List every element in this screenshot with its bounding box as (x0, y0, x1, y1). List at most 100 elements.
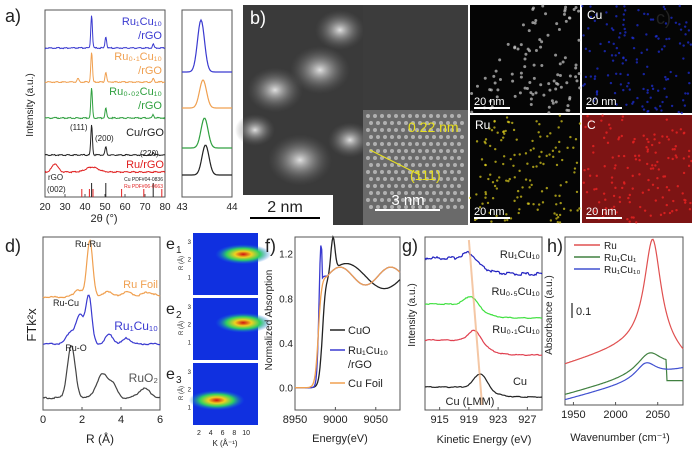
exafs-annotation: Ru-Ru (75, 239, 101, 249)
eds-signal (505, 213, 508, 216)
lattice-dot (408, 142, 412, 146)
eds-carbon-signal (582, 115, 692, 223)
panel-label-subscript: 2 (176, 310, 182, 321)
eds-signal (552, 79, 556, 83)
eds-signal (622, 88, 625, 92)
lattice-dot (394, 184, 398, 188)
eds-signal (593, 19, 597, 23)
eds-signal (523, 86, 527, 90)
eds-signal (632, 46, 636, 50)
eds-signal (540, 150, 543, 154)
eds-signal (595, 93, 599, 96)
eds-signal (513, 153, 516, 157)
lattice-dot (369, 205, 373, 209)
lattice-dot (387, 142, 391, 146)
eds-signal (662, 5, 666, 9)
eds-signal (575, 79, 579, 83)
eds-signal (551, 101, 555, 105)
xrd-x-tick-label: 80 (159, 202, 171, 213)
eds-signal (502, 155, 506, 158)
eds-signal (642, 108, 646, 111)
exafs-annotation: Ru-Cu (53, 298, 79, 308)
eds-signal (665, 95, 668, 99)
eds-signal (488, 88, 492, 92)
lattice-dot (376, 121, 380, 125)
eds-signal (617, 51, 621, 55)
eds-signal (627, 81, 630, 85)
lattice-dot (369, 177, 373, 181)
eds-signal (521, 186, 524, 189)
lattice-dot (383, 149, 387, 153)
eds-signal (661, 100, 664, 104)
eds-signal (553, 212, 556, 215)
lattice-dot (436, 156, 440, 160)
lattice-dot (387, 170, 391, 174)
eds-signal (582, 34, 585, 37)
wavelet-y-tick-label: 3 (188, 305, 192, 311)
xrd-inset-frame (181, 9, 233, 198)
eds-signal (542, 162, 545, 166)
eds-signal (491, 180, 495, 184)
lattice-dot (394, 114, 398, 118)
lattice-dot (457, 128, 461, 132)
eds-signal (636, 24, 639, 27)
xrd-series-name: Ru₀.₀₂Cu₁₀ (109, 86, 162, 98)
eds-signal (605, 23, 609, 26)
eds-signal (687, 41, 690, 44)
eds-signal (646, 12, 650, 16)
xrd-series-line (44, 52, 166, 84)
lattice-dot (418, 149, 422, 153)
eds-signal (529, 102, 533, 106)
eds-signal (493, 184, 497, 188)
lattice-dot (439, 149, 443, 153)
eds-signal (578, 86, 582, 90)
eds-signal (494, 160, 497, 163)
eds-signal (537, 131, 540, 134)
eds-signal (495, 95, 499, 99)
eds-signal (557, 27, 561, 31)
eds-signal (518, 169, 521, 173)
eds-signal (651, 87, 655, 91)
eds-signal (576, 209, 579, 212)
lattice-dot (450, 142, 454, 146)
legend-label: Ru₁Cu₁ (604, 253, 637, 264)
xrd-x-tick-label: 70 (139, 202, 151, 213)
lattice-dot (418, 177, 422, 181)
eds-signal (506, 218, 509, 222)
eds-signal (529, 97, 533, 101)
xanes-x-tick-label: 9000 (323, 414, 347, 426)
eds-signal (665, 78, 668, 81)
lattice-dot (453, 135, 457, 139)
xrd-x-tick-label: 30 (59, 202, 71, 213)
eds-signal (490, 129, 494, 132)
lattice-dot (380, 184, 384, 188)
lattice-dot (453, 121, 457, 125)
lattice-dot (411, 121, 415, 125)
lattice-dot (373, 128, 377, 132)
lattice-dot (422, 156, 426, 160)
eds-signal (582, 84, 585, 87)
eds-signal (656, 89, 660, 92)
lattice-dot (450, 156, 454, 160)
lattice-dot (460, 191, 464, 195)
lattice-dot (376, 191, 380, 195)
lattice-dot (415, 156, 419, 160)
eds-signal (594, 13, 598, 17)
eds-signal (554, 81, 558, 85)
xrd-reference-label: Ru PDF#06-0663 (124, 184, 163, 190)
eds-signal (494, 69, 498, 73)
lattice-dot (401, 170, 405, 174)
eds-signal (666, 77, 670, 81)
lattice-dot (436, 142, 440, 146)
lattice-dot (383, 205, 387, 209)
panel-label-c: c) (656, 8, 671, 28)
eds-signal (574, 75, 578, 79)
ir-series-line (564, 362, 684, 401)
xrd-inset-line (182, 79, 232, 109)
eds-signal (646, 91, 649, 94)
eds-signal (475, 140, 479, 143)
eds-signal (487, 177, 490, 181)
xanes-x-tick-label: 9050 (364, 414, 388, 426)
eds-signal (558, 150, 561, 153)
